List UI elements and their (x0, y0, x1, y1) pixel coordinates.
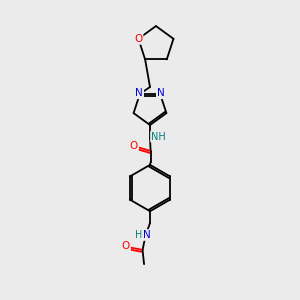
Text: O: O (134, 34, 142, 44)
Text: H: H (135, 230, 143, 240)
Text: N: N (142, 230, 150, 240)
Text: NH: NH (151, 132, 166, 142)
Text: N: N (157, 88, 165, 98)
Text: N: N (135, 88, 143, 98)
Text: O: O (122, 241, 130, 251)
Text: O: O (130, 141, 138, 151)
